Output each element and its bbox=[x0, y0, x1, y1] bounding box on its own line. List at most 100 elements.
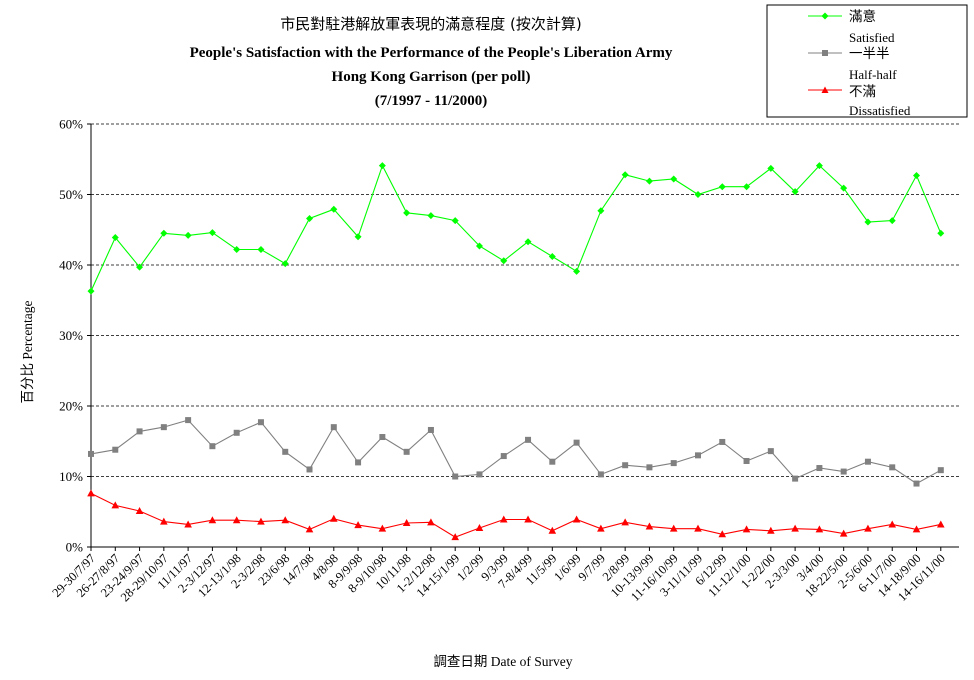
data-point-satisfied bbox=[743, 183, 751, 191]
y-tick-label: 10% bbox=[59, 469, 83, 484]
data-point-satisfied bbox=[403, 209, 411, 217]
data-point-satisfied bbox=[767, 164, 775, 172]
data-point-dissatisfied bbox=[305, 525, 314, 533]
data-point-dissatisfied bbox=[839, 529, 848, 537]
data-point-half bbox=[549, 458, 556, 465]
data-point-dissatisfied bbox=[160, 517, 168, 525]
data-point-half bbox=[889, 464, 896, 471]
x-axis-label: 調查日期 Date of Survey bbox=[433, 654, 572, 669]
data-point-half bbox=[427, 426, 434, 433]
data-point-half bbox=[403, 448, 410, 455]
data-point-half bbox=[743, 457, 750, 464]
legend-marker-dissatisfied bbox=[821, 86, 829, 93]
data-point-dissatisfied bbox=[548, 526, 557, 534]
series-satisfied bbox=[87, 162, 945, 295]
data-point-satisfied bbox=[475, 242, 483, 250]
data-point-dissatisfied bbox=[378, 524, 387, 532]
y-tick-label: 60% bbox=[59, 117, 83, 132]
data-point-satisfied bbox=[427, 212, 435, 220]
data-point-dissatisfied bbox=[402, 519, 411, 527]
data-point-dissatisfied bbox=[184, 520, 192, 528]
data-point-satisfied bbox=[864, 218, 872, 226]
data-point-dissatisfied bbox=[524, 515, 532, 523]
y-axis-ticks: 0% 10% 20% 30% 40% 50% 60% bbox=[59, 117, 91, 555]
data-point-dissatisfied bbox=[694, 524, 702, 532]
legend-label-satisfied-en: Satisfied bbox=[849, 30, 895, 45]
data-point-dissatisfied bbox=[791, 524, 799, 532]
y-tick-label: 20% bbox=[59, 399, 83, 414]
data-point-half bbox=[840, 468, 847, 475]
data-point-half bbox=[670, 460, 677, 467]
legend-item-dissatisfied: 不滿 Dissatisfied bbox=[808, 84, 911, 118]
y-tick-label: 30% bbox=[59, 328, 83, 343]
legend-label-satisfied-zh: 滿意 bbox=[849, 8, 876, 25]
data-point-dissatisfied bbox=[232, 516, 241, 524]
data-point-half bbox=[185, 417, 192, 424]
data-point-dissatisfied bbox=[329, 514, 338, 522]
series-dissatisfied bbox=[87, 489, 945, 541]
legend-item-half: 一半半 Half-half bbox=[808, 46, 897, 82]
chart-title-line-1: 市民對駐港解放軍表現的滿意程度 (按次計算) bbox=[280, 15, 581, 33]
data-point-half bbox=[937, 467, 944, 474]
data-point-satisfied bbox=[937, 229, 945, 237]
data-point-satisfied bbox=[791, 188, 799, 196]
data-point-satisfied bbox=[573, 267, 581, 275]
y-tick-label: 40% bbox=[59, 258, 83, 273]
data-point-dissatisfied bbox=[815, 525, 824, 533]
data-point-dissatisfied bbox=[912, 525, 921, 533]
gridlines bbox=[91, 123, 959, 477]
chart-title: 市民對駐港解放軍表現的滿意程度 (按次計算) People's Satisfac… bbox=[190, 15, 673, 109]
data-point-dissatisfied bbox=[475, 523, 484, 531]
data-point-dissatisfied bbox=[257, 517, 265, 525]
data-point-satisfied bbox=[306, 214, 314, 222]
data-point-satisfied bbox=[840, 184, 848, 192]
data-point-half bbox=[355, 459, 362, 466]
data-point-satisfied bbox=[87, 287, 95, 295]
data-point-dissatisfied bbox=[864, 524, 872, 532]
y-tick-label: 0% bbox=[66, 540, 84, 555]
data-point-half bbox=[694, 452, 701, 459]
data-point-half bbox=[452, 473, 459, 480]
data-point-dissatisfied bbox=[208, 516, 217, 524]
data-point-dissatisfied bbox=[742, 525, 751, 533]
data-point-half bbox=[622, 462, 629, 469]
data-point-satisfied bbox=[160, 229, 168, 237]
data-point-satisfied bbox=[597, 207, 605, 215]
legend-box bbox=[766, 4, 968, 118]
data-point-half bbox=[573, 439, 580, 446]
legend-label-half-zh: 一半半 bbox=[849, 46, 890, 62]
data-point-half bbox=[476, 471, 483, 478]
data-point-half bbox=[330, 424, 337, 431]
data-point-dissatisfied bbox=[427, 518, 435, 526]
data-point-dissatisfied bbox=[281, 516, 290, 524]
data-point-satisfied bbox=[378, 162, 386, 170]
series-half bbox=[88, 417, 944, 487]
data-point-half bbox=[792, 475, 799, 482]
data-point-satisfied bbox=[451, 217, 459, 225]
data-point-half bbox=[913, 480, 920, 487]
data-point-dissatisfied bbox=[354, 521, 362, 529]
data-point-dissatisfied bbox=[87, 489, 95, 497]
plot-area: 0% 10% 20% 30% 40% 50% 60% 29-30/7/9726-27/8/9… bbox=[49, 117, 959, 604]
data-point-half bbox=[233, 429, 240, 436]
data-point-satisfied bbox=[670, 175, 678, 183]
data-point-satisfied bbox=[354, 233, 362, 241]
data-point-half bbox=[209, 443, 216, 450]
x-tick-label: 1/2/99 bbox=[454, 551, 486, 583]
data-point-dissatisfied bbox=[621, 518, 629, 526]
data-point-half bbox=[500, 453, 507, 460]
data-point-half bbox=[306, 466, 313, 473]
data-point-half bbox=[88, 450, 94, 457]
data-point-satisfied bbox=[815, 162, 823, 170]
legend-item-satisfied: 滿意 Satisfied bbox=[808, 8, 895, 45]
data-point-satisfied bbox=[718, 183, 726, 191]
series-layer bbox=[87, 162, 945, 541]
data-point-dissatisfied bbox=[767, 526, 775, 534]
data-point-satisfied bbox=[111, 234, 119, 242]
data-point-satisfied bbox=[184, 231, 192, 239]
data-point-dissatisfied bbox=[111, 501, 120, 509]
legend-label-dissatisfied-en: Dissatisfied bbox=[849, 103, 911, 118]
data-point-half bbox=[816, 465, 823, 472]
data-point-dissatisfied bbox=[499, 515, 508, 523]
